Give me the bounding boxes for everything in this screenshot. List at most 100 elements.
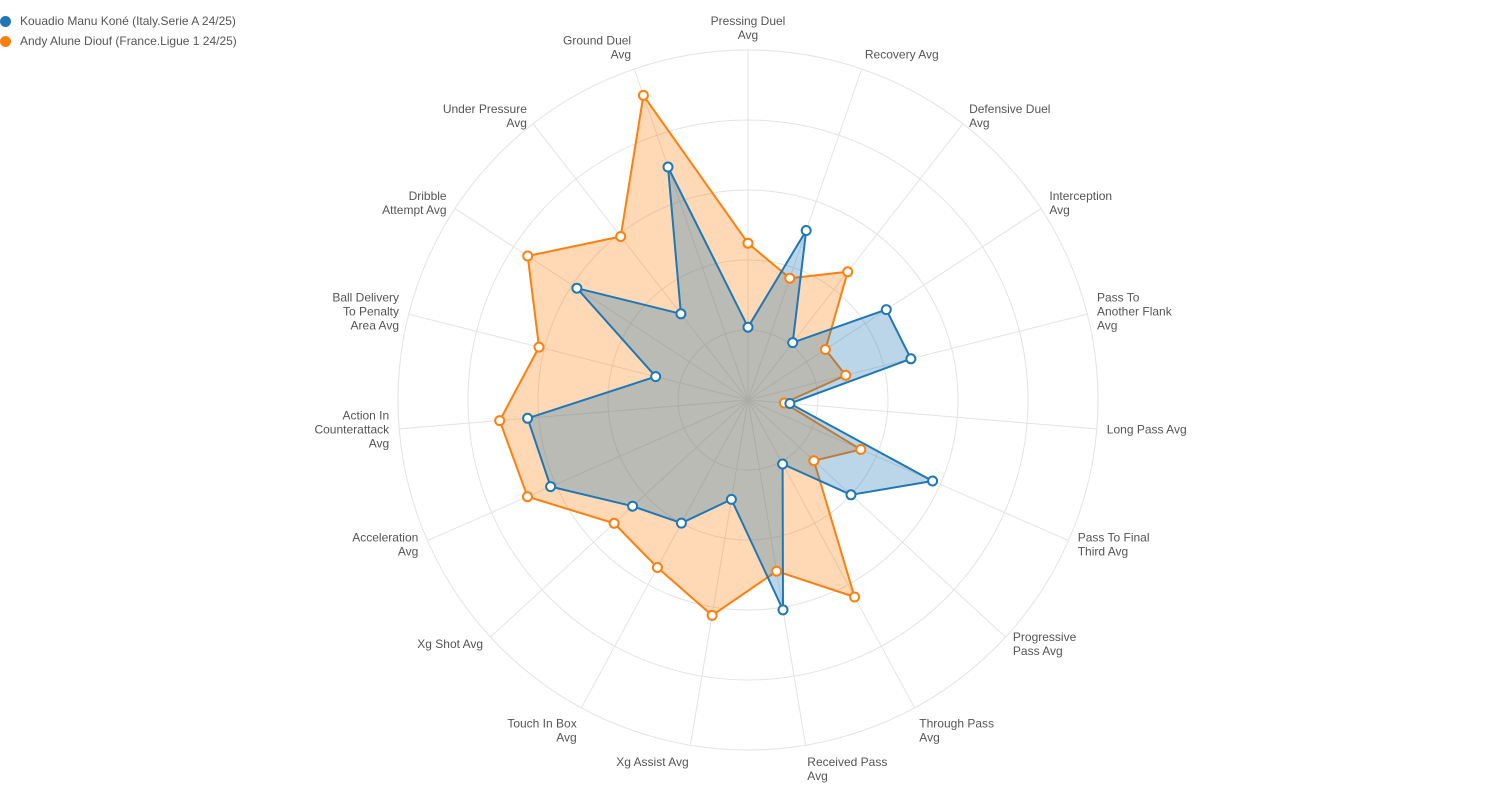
- axis-label-5: Pass To Another Flank Avg: [1097, 291, 1173, 333]
- data-point-s2-15[interactable]: [494, 415, 506, 427]
- data-point-s2-3[interactable]: [842, 266, 854, 278]
- data-point-s2-4[interactable]: [819, 344, 831, 355]
- axis-label-14-line-1: Acceleration: [352, 531, 418, 545]
- axis-label-5-line-1: Pass To: [1097, 291, 1140, 305]
- axis-label-10: Received Pass Avg: [807, 755, 887, 783]
- data-point-s1-4[interactable]: [880, 304, 892, 316]
- legend: Kouadio Manu Koné (Italy.Serie A 24/25) …: [0, 11, 237, 51]
- axis-label-7-line-2: Third Avg: [1078, 545, 1128, 559]
- data-point-s1-9[interactable]: [777, 458, 789, 470]
- data-point-s1-11[interactable]: [725, 493, 737, 505]
- legend-item-kone[interactable]: Kouadio Manu Koné (Italy.Serie A 24/25): [0, 11, 237, 31]
- legend-marker-kone: [0, 15, 11, 27]
- data-point-s2-12[interactable]: [651, 562, 663, 573]
- axis-label-15-line-1: Action In: [342, 409, 389, 423]
- axis-label-3-line-2: Avg: [969, 116, 989, 130]
- data-point-s1-10[interactable]: [777, 604, 789, 616]
- data-point-s1-17[interactable]: [571, 282, 583, 294]
- data-point-s2-16[interactable]: [533, 341, 545, 353]
- data-point-s2-8[interactable]: [808, 455, 820, 467]
- data-point-s1-19[interactable]: [662, 161, 674, 173]
- data-point-s2-7[interactable]: [855, 444, 867, 455]
- data-point-s2-1[interactable]: [742, 237, 754, 249]
- data-point-s2-18[interactable]: [615, 231, 627, 242]
- axis-label-13: Xg Shot Avg: [417, 637, 483, 651]
- legend-marker-diouf: [0, 35, 11, 47]
- axis-label-17-line-2: Attempt Avg: [382, 203, 446, 217]
- axis-spoke-4: [747, 208, 1042, 401]
- data-point-s1-6[interactable]: [784, 398, 796, 409]
- axis-label-3-line-1: Defensive Duel: [969, 102, 1050, 116]
- axis-label-8: Progressive Pass Avg: [1013, 630, 1077, 658]
- axis-spoke-14: [427, 399, 749, 542]
- data-point-s1-15[interactable]: [522, 412, 534, 424]
- axis-spoke-13: [490, 399, 749, 638]
- data-point-s1-14[interactable]: [545, 481, 557, 493]
- axis-label-3: Defensive Duel Avg: [969, 102, 1050, 130]
- axis-spoke-3: [747, 123, 964, 401]
- data-point-s1-7[interactable]: [927, 475, 939, 487]
- axis-label-7: Pass To Final Third Avg: [1078, 531, 1150, 559]
- data-point-s2-11[interactable]: [706, 609, 718, 621]
- axis-spoke-11: [689, 399, 749, 746]
- axis-label-16-line-2: To Penalty: [343, 305, 399, 319]
- axis-spoke-6: [747, 399, 1097, 430]
- data-point-s2-14[interactable]: [522, 491, 533, 503]
- data-point-s1-16[interactable]: [650, 371, 662, 383]
- legend-item-diouf[interactable]: Andy Alune Diouf (France.Ligue 1 24/25): [0, 31, 237, 51]
- axis-label-14-line-2: Avg: [398, 545, 418, 559]
- axis-label-14: Acceleration Avg: [352, 531, 418, 559]
- axis-label-12: Touch In Box Avg: [507, 717, 576, 745]
- axis-label-18-line-1: Under Pressure: [443, 102, 527, 116]
- legend-label-diouf: Andy Alune Diouf (France.Ligue 1 24/25): [20, 34, 237, 48]
- axis-spoke-12: [580, 399, 749, 709]
- axis-label-18: Under Pressure Avg: [443, 102, 527, 130]
- axis-label-5-line-2: Another Flank: [1097, 305, 1173, 319]
- data-point-s2-9[interactable]: [849, 591, 861, 603]
- data-point-s1-13[interactable]: [627, 500, 639, 512]
- axis-spoke-19: [633, 68, 749, 401]
- axis-label-5-line-3: Avg: [1097, 319, 1117, 333]
- data-point-s2-5[interactable]: [840, 369, 852, 381]
- axis-label-12-line-1: Touch In Box: [507, 717, 576, 731]
- axis-label-4-line-1: Interception: [1049, 189, 1112, 203]
- data-point-s1-2[interactable]: [800, 225, 812, 236]
- axis-label-6-line-1: Long Pass Avg: [1107, 423, 1187, 437]
- data-point-s2-13[interactable]: [608, 517, 620, 529]
- data-point-s1-12[interactable]: [675, 517, 687, 529]
- axis-label-16-line-3: Area Avg: [351, 319, 399, 333]
- axis-label-11: Xg Assist Avg: [616, 755, 689, 769]
- axis-label-4: Interception Avg: [1049, 189, 1112, 217]
- data-point-s2-19[interactable]: [637, 89, 649, 101]
- axis-spoke-7: [747, 399, 1069, 542]
- axis-spoke-17: [454, 208, 749, 401]
- data-point-s2-2[interactable]: [784, 272, 796, 284]
- axis-label-11-line-1: Xg Assist Avg: [616, 755, 689, 769]
- data-point-s2-17[interactable]: [522, 250, 534, 262]
- data-point-s1-3[interactable]: [787, 337, 799, 349]
- data-point-s1-5[interactable]: [905, 353, 917, 365]
- axis-label-10-line-2: Avg: [807, 769, 827, 783]
- axis-label-18-line-2: Avg: [506, 116, 526, 130]
- axis-spoke-8: [747, 399, 1006, 638]
- axis-label-8-line-2: Pass Avg: [1013, 644, 1063, 658]
- axis-label-4-line-2: Avg: [1049, 203, 1069, 217]
- data-point-s1-18[interactable]: [675, 308, 687, 320]
- axis-label-15-line-3: Avg: [369, 437, 389, 451]
- data-point-s1-8[interactable]: [845, 489, 857, 501]
- axis-label-19-line-2: Avg: [611, 48, 631, 62]
- series-area-1: [526, 166, 934, 611]
- data-point-s1-1[interactable]: [742, 321, 754, 333]
- axis-spoke-18: [532, 123, 749, 401]
- axis-label-19: Ground Duel Avg: [563, 34, 631, 62]
- radar-series: [494, 89, 939, 621]
- axis-label-15: Action In Counterattack Avg: [314, 409, 390, 451]
- axis-label-9: Through Pass Avg: [919, 717, 994, 745]
- legend-label-kone: Kouadio Manu Koné (Italy.Serie A 24/25): [20, 14, 236, 28]
- axis-label-6: Long Pass Avg: [1107, 423, 1187, 437]
- axis-label-16: Ball Delivery To Penalty Area Avg: [332, 291, 399, 333]
- data-point-s2-10[interactable]: [771, 565, 783, 577]
- axis-label-15-line-2: Counterattack: [314, 423, 390, 437]
